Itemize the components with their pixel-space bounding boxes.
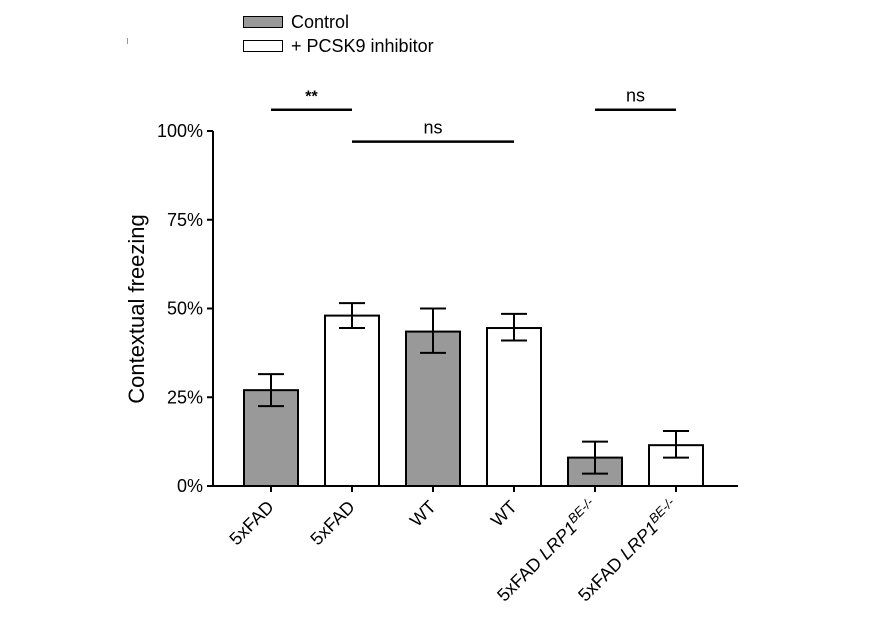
x-tick-label-main: 5xFAD	[574, 549, 630, 605]
error-bars	[258, 302, 689, 475]
x-tick-label: WT	[406, 497, 440, 531]
legend-item-control: Control	[243, 10, 434, 34]
x-tick-label-main: 5xFAD	[306, 497, 358, 549]
significance-label: **	[305, 89, 318, 106]
legend-label-control: Control	[291, 11, 350, 32]
y-tick-label: 50%	[167, 299, 203, 319]
x-tick-label-main: WT	[406, 497, 440, 531]
y-tick-label: 25%	[167, 387, 203, 407]
significance-label: ns	[626, 86, 645, 106]
x-tick-label-main: 5xFAD	[225, 497, 277, 549]
legend-swatch-pcsk9	[243, 40, 283, 52]
y-tick-label: 0%	[177, 476, 203, 496]
x-tick-label: 5xFAD	[306, 497, 358, 549]
significance-label: ns	[423, 118, 442, 138]
y-axis-label: Contextual freezing	[124, 214, 149, 404]
bar	[324, 314, 380, 487]
x-tick-label-main: 5xFAD	[493, 549, 549, 605]
significance-brackets: ** ns ns	[271, 86, 676, 143]
legend-label-pcsk9: + PCSK9 inhibitor	[291, 35, 434, 56]
y-tick-label: 75%	[167, 210, 203, 230]
bar	[405, 330, 461, 488]
legend-item-pcsk9: + PCSK9 inhibitor	[243, 34, 434, 58]
x-tick-label-main: WT	[487, 497, 521, 531]
legend-swatch-control	[243, 16, 283, 28]
bar	[486, 327, 542, 487]
legend: Control + PCSK9 inhibitor	[243, 10, 434, 58]
axes: 0% 25% 50% 75% 100%	[157, 121, 738, 496]
bars	[243, 314, 704, 488]
x-tick-label-superscript: BE-/-	[646, 494, 678, 526]
x-tick-label: 5xFAD	[225, 497, 277, 549]
x-tick-label-superscript: BE-/-	[565, 494, 597, 526]
speck-mark	[127, 38, 128, 44]
x-tick-label: WT	[487, 497, 521, 531]
y-tick-label: 100%	[157, 121, 203, 141]
